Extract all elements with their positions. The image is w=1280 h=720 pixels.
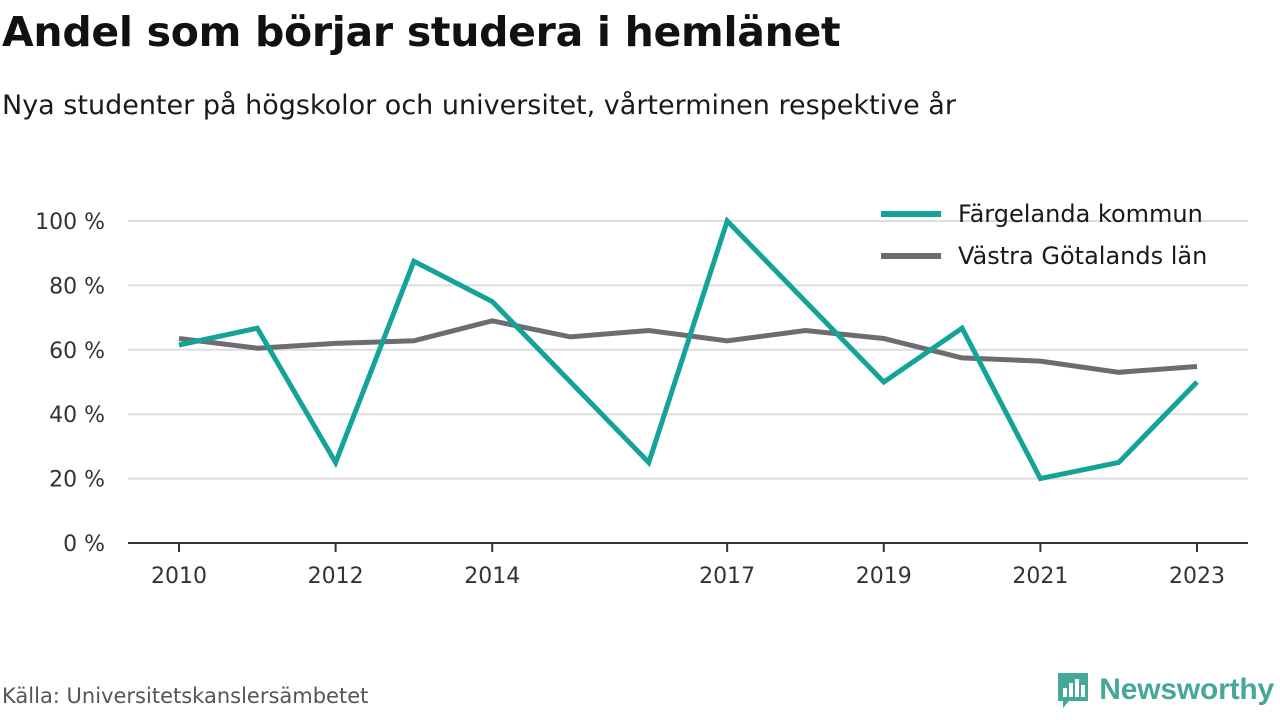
series-line-0: [178, 216, 1199, 482]
x-tick-label-2010: 2010: [151, 564, 207, 589]
legend-label-0: Färgelanda kommun: [958, 200, 1203, 228]
x-tick-label-2021: 2021: [1012, 564, 1068, 589]
line-chart: 0 % 20 % 40 % 60 % 80 % 100 % 2010 2012 2014 2017…: [35, 200, 1248, 589]
x-tick-label-2023: 2023: [1169, 564, 1225, 589]
y-tick-label-20: 20 %: [49, 468, 105, 493]
source-note: Källa: Universitetskanslersämbetet: [2, 684, 369, 708]
chart-subtitle: Nya studenter på högskolor och universit…: [2, 90, 956, 121]
x-tick-label-2019: 2019: [856, 564, 912, 589]
x-tick-label-2014: 2014: [464, 564, 520, 589]
legend-label-1: Västra Götalands län: [958, 242, 1207, 270]
y-tick-label-80: 80 %: [49, 274, 105, 299]
brand-name: Newsworthy: [1099, 673, 1274, 706]
chart-title: Andel som börjar studera i hemlänet: [2, 8, 841, 56]
x-tick-label-2012: 2012: [308, 564, 364, 589]
y-tick-label-0: 0 %: [63, 532, 105, 557]
newsworthy-logo-icon: [1058, 673, 1089, 708]
y-tick-label-100: 100 %: [35, 210, 105, 235]
x-tick-label-2017: 2017: [699, 564, 755, 589]
y-tick-label-60: 60 %: [49, 339, 105, 364]
brand-logo: Newsworthy: [1055, 670, 1274, 710]
y-tick-label-40: 40 %: [49, 403, 105, 428]
